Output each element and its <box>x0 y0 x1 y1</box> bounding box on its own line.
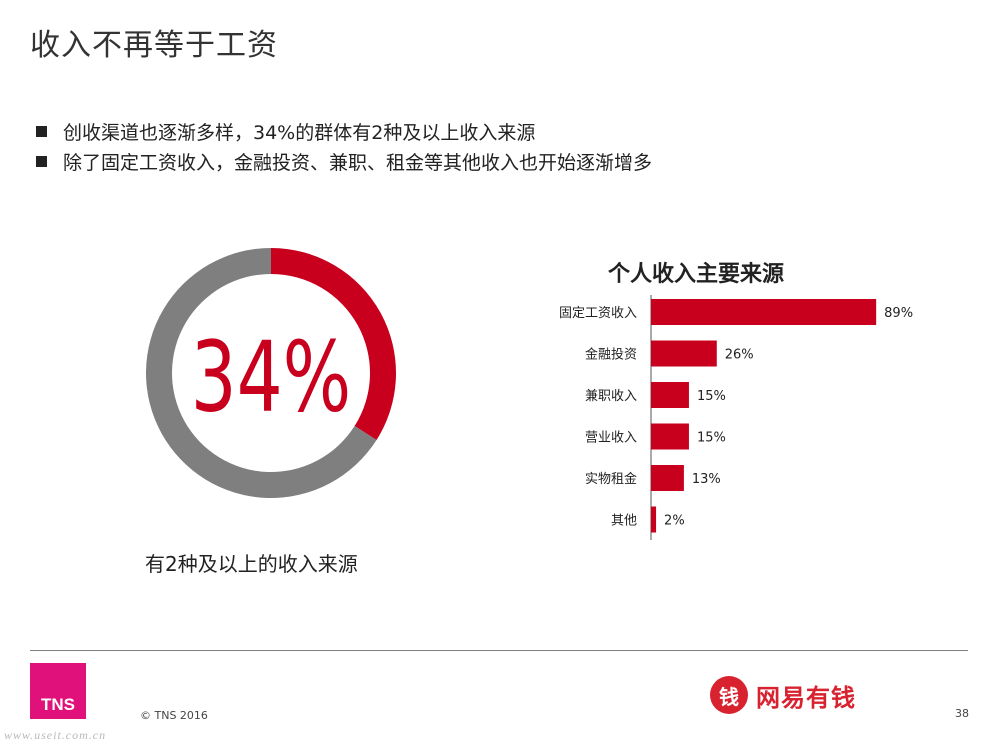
bar-category-label: 实物租金 <box>585 471 637 487</box>
bar-value-label: 15% <box>697 431 726 446</box>
bar-category-label: 兼职收入 <box>585 389 637 404</box>
bullet-square-icon <box>36 125 47 137</box>
bar-category-label: 金融投资 <box>585 347 637 363</box>
page-title: 收入不再等于工资 <box>30 28 278 63</box>
bar <box>651 465 684 491</box>
footer-divider <box>30 650 968 651</box>
bar-category-label: 营业收入 <box>585 431 637 446</box>
bar-category-label: 固定工资收入 <box>559 306 637 321</box>
bar-value-label: 13% <box>692 472 721 487</box>
bar-chart-title: 个人收入主要来源 <box>608 261 784 287</box>
donut-slice-highlight <box>271 248 397 440</box>
bar <box>651 299 877 325</box>
bullet-text: 创收渠道也逐渐多样，34%的群体有2种及以上收入来源 <box>63 121 536 144</box>
bullet-square-icon <box>36 155 47 167</box>
bar-value-label: 15% <box>697 389 726 404</box>
bar-value-label: 2% <box>664 514 685 529</box>
bar <box>651 423 689 450</box>
bar-category-label: 其他 <box>611 514 637 529</box>
brand-name: 网易有钱 <box>756 683 856 712</box>
bullet-item: 创收渠道也逐渐多样，34%的群体有2种及以上收入来源 <box>36 116 652 146</box>
bar <box>651 382 689 408</box>
bar-value-label: 89% <box>884 306 913 321</box>
copyright-text: © TNS 2016 <box>140 709 208 722</box>
bullet-list: 创收渠道也逐渐多样，34%的群体有2种及以上收入来源 除了固定工资收入，金融投资… <box>36 116 652 176</box>
bullet-item: 除了固定工资收入，金融投资、兼职、租金等其他收入也开始逐渐增多 <box>36 146 652 176</box>
tns-logo: TNS <box>30 663 86 719</box>
page-number: 38 <box>955 707 969 720</box>
bullet-text: 除了固定工资收入，金融投资、兼职、租金等其他收入也开始逐渐增多 <box>63 151 653 174</box>
brand-logo: 钱 网易有钱 <box>710 676 856 714</box>
donut-caption: 有2种及以上的收入来源 <box>145 552 358 576</box>
coin-icon: 钱 <box>710 676 748 714</box>
bar <box>651 506 657 533</box>
donut-chart: 34% <box>146 248 397 498</box>
bar-value-label: 26% <box>725 348 754 363</box>
watermark-text: www.useit.com.cn <box>4 728 107 742</box>
bar <box>651 340 717 367</box>
donut-center-label: 34% <box>191 322 351 434</box>
